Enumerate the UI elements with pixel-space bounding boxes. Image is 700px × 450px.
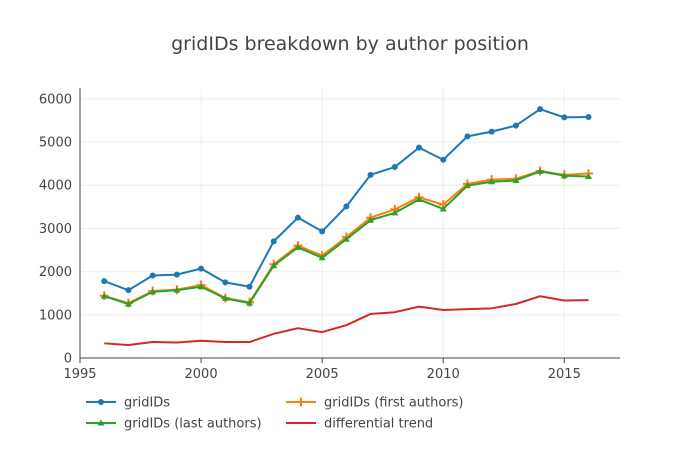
data-point bbox=[440, 156, 447, 163]
data-point bbox=[343, 203, 350, 210]
legend-item[interactable]: gridIDs bbox=[86, 396, 170, 411]
y-tick-label: 6000 bbox=[39, 92, 72, 107]
data-point bbox=[488, 128, 495, 135]
y-tick-label: 3000 bbox=[39, 222, 72, 237]
data-point bbox=[367, 216, 375, 223]
data-point bbox=[149, 272, 156, 279]
legend-marker bbox=[98, 399, 104, 405]
data-point bbox=[101, 278, 108, 285]
data-point bbox=[561, 114, 568, 121]
legend-item[interactable]: gridIDs (first authors) bbox=[286, 396, 464, 411]
data-point bbox=[416, 144, 423, 151]
data-point bbox=[439, 205, 447, 212]
data-point bbox=[585, 113, 592, 120]
legend[interactable]: gridIDs gridIDs (first authors) gridIDs (l… bbox=[86, 396, 464, 432]
data-point bbox=[342, 235, 350, 242]
axes: 0 1000 2000 3000 4000 5000 6000 1995 2000 2005 201… bbox=[39, 88, 620, 382]
data-point bbox=[391, 209, 399, 216]
legend-label: gridIDs (first authors) bbox=[324, 396, 464, 411]
data-point bbox=[464, 133, 471, 140]
y-tick-label: 4000 bbox=[39, 179, 72, 194]
data-point bbox=[536, 167, 544, 174]
series-layer bbox=[99, 106, 594, 347]
series-gridids bbox=[101, 106, 592, 294]
data-point bbox=[512, 122, 519, 129]
data-point bbox=[294, 243, 302, 250]
data-point bbox=[415, 195, 423, 202]
x-tick-label: 2005 bbox=[306, 367, 339, 382]
y-tick-label: 1000 bbox=[39, 308, 72, 323]
data-point bbox=[560, 172, 568, 179]
data-point bbox=[173, 271, 180, 278]
data-point bbox=[198, 265, 205, 272]
y-tick-label: 2000 bbox=[39, 265, 72, 280]
data-point bbox=[585, 173, 593, 180]
data-point bbox=[319, 228, 326, 235]
data-point bbox=[391, 164, 398, 171]
y-tick-label: 5000 bbox=[39, 136, 72, 151]
data-point bbox=[149, 288, 157, 295]
data-point bbox=[537, 106, 544, 113]
x-tick-label: 2010 bbox=[427, 367, 460, 382]
x-tick-label: 1995 bbox=[63, 367, 96, 382]
data-point bbox=[173, 286, 181, 293]
data-point bbox=[463, 182, 471, 189]
legend-label: differential trend bbox=[324, 417, 433, 432]
data-point bbox=[488, 178, 496, 185]
data-point bbox=[222, 279, 229, 286]
series-line-gridids bbox=[103, 108, 589, 292]
series-gridids-last-authors bbox=[100, 167, 593, 307]
data-point bbox=[367, 171, 374, 178]
legend-marker bbox=[296, 397, 306, 407]
x-tick-label: 2015 bbox=[548, 367, 581, 382]
data-point bbox=[294, 214, 301, 221]
legend-item[interactable]: gridIDs (last authors) bbox=[86, 417, 262, 432]
data-point bbox=[221, 294, 229, 301]
series-line-differential-trend bbox=[104, 295, 589, 347]
legend-marker bbox=[97, 419, 105, 426]
data-point bbox=[270, 238, 277, 245]
series-differential-trend bbox=[104, 295, 589, 347]
data-point bbox=[246, 283, 253, 290]
data-point bbox=[318, 254, 326, 261]
data-point bbox=[100, 292, 108, 299]
x-tick-label: 2000 bbox=[185, 367, 218, 382]
legend-label: gridIDs bbox=[124, 396, 170, 411]
data-point bbox=[124, 300, 132, 307]
data-point bbox=[125, 287, 132, 294]
grid-lines bbox=[80, 88, 620, 358]
data-point bbox=[246, 299, 254, 306]
data-point bbox=[512, 176, 520, 183]
legend-item[interactable]: differential trend bbox=[286, 417, 433, 432]
legend-label: gridIDs (last authors) bbox=[124, 417, 262, 432]
data-point bbox=[270, 262, 278, 269]
data-point bbox=[197, 283, 205, 290]
y-tick-label: 0 bbox=[64, 352, 72, 367]
chart-title: gridIDs breakdown by author position bbox=[171, 33, 529, 55]
